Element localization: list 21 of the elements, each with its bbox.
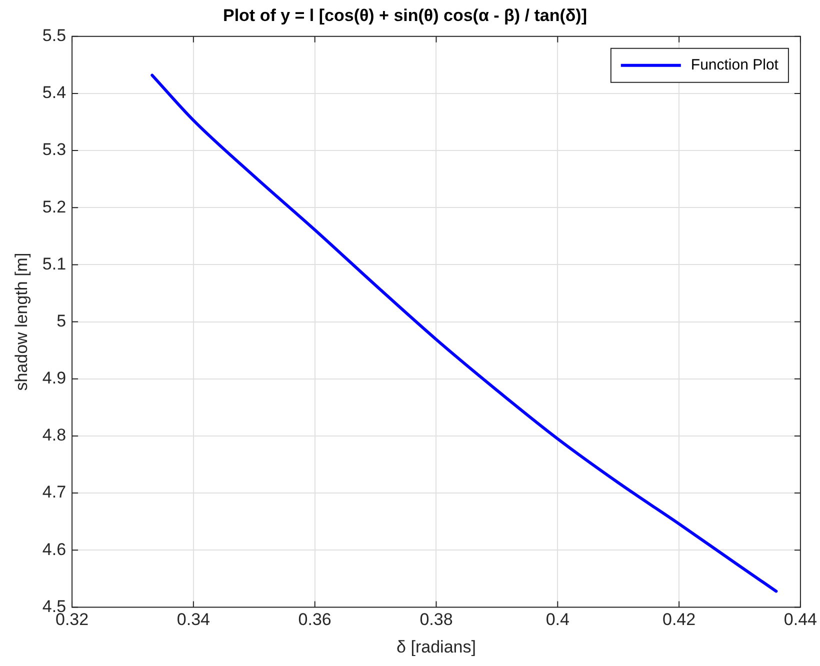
legend-label: Function Plot	[690, 56, 780, 74]
y-tick-label: 5.3	[42, 140, 66, 160]
y-tick-label: 5.5	[42, 26, 66, 46]
y-tick-label: 5.2	[42, 197, 66, 216]
x-axis-title: δ [radians]	[396, 637, 476, 656]
x-tick-label: 0.38	[420, 610, 453, 630]
y-tick-label: 4.9	[42, 368, 66, 388]
line-series	[150, 74, 778, 593]
y-tick-label: 5	[56, 311, 66, 330]
y-tick-label: 4.7	[42, 482, 66, 502]
x-tick-label: 0.44	[784, 610, 818, 630]
x-tick-label: 0.42	[662, 610, 696, 630]
y-tick-label: 5.4	[42, 83, 66, 102]
y-tick-label: 4.8	[42, 426, 66, 445]
x-tick-label: 0.36	[298, 610, 332, 630]
x-tick-label: 0.34	[176, 610, 210, 630]
y-tick-label: 4.6	[42, 540, 66, 559]
x-tick-label: 0.4	[546, 610, 570, 630]
y-axis-title: shadow length [m]	[12, 252, 31, 391]
chart-title: Plot of y = l [cos(θ) + sin(θ) cos(α - β) / tan(δ)]	[222, 6, 588, 25]
y-tick-label: 5.1	[42, 254, 66, 274]
